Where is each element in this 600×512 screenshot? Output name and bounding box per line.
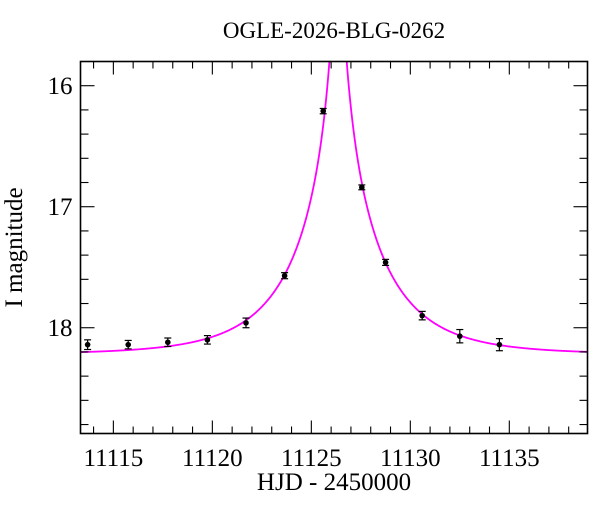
y-tick-label: 17 [48,194,73,221]
x-tick-label: 11130 [380,445,441,472]
plot-frame [79,60,589,435]
data-point [204,337,211,343]
data-point [243,320,249,326]
data-point-group [456,328,464,344]
data-point-group [495,338,503,352]
data-point [281,272,288,279]
data-point-group [358,184,366,191]
data-point [457,333,463,340]
x-tick-label: 11115 [84,445,144,472]
y-tick-label: 16 [48,73,73,100]
x-tick-label: 11135 [479,445,540,472]
y-axis-label: I magnitude [1,187,28,307]
chart-title: OGLE-2026-BLG-0262 [223,18,445,43]
data-point-group [382,258,390,267]
y-tick-label: 18 [48,315,73,342]
data-point-group [203,334,211,345]
data-point [496,341,503,348]
data-point-group [319,107,327,115]
axes: 11115 11120 11125 11130 11135 16 17 18 [48,61,588,472]
data-point [125,341,132,348]
x-axis-label: HJD - 2450000 [257,469,411,496]
data-point [84,341,91,348]
data-point-group [242,317,250,329]
data-point [165,339,171,346]
data-point-group [84,339,92,351]
data-point-group [164,337,172,348]
data-point-group [124,339,132,350]
data-point [382,259,389,266]
data-point-group [281,272,289,280]
model-curve [80,61,588,354]
data-point [359,184,365,191]
x-tick-label: 11120 [182,445,243,472]
data-point [320,108,327,114]
data-point-group [418,310,426,321]
data-points [84,107,503,352]
data-point [419,312,425,319]
x-tick-label: 11125 [281,445,342,472]
